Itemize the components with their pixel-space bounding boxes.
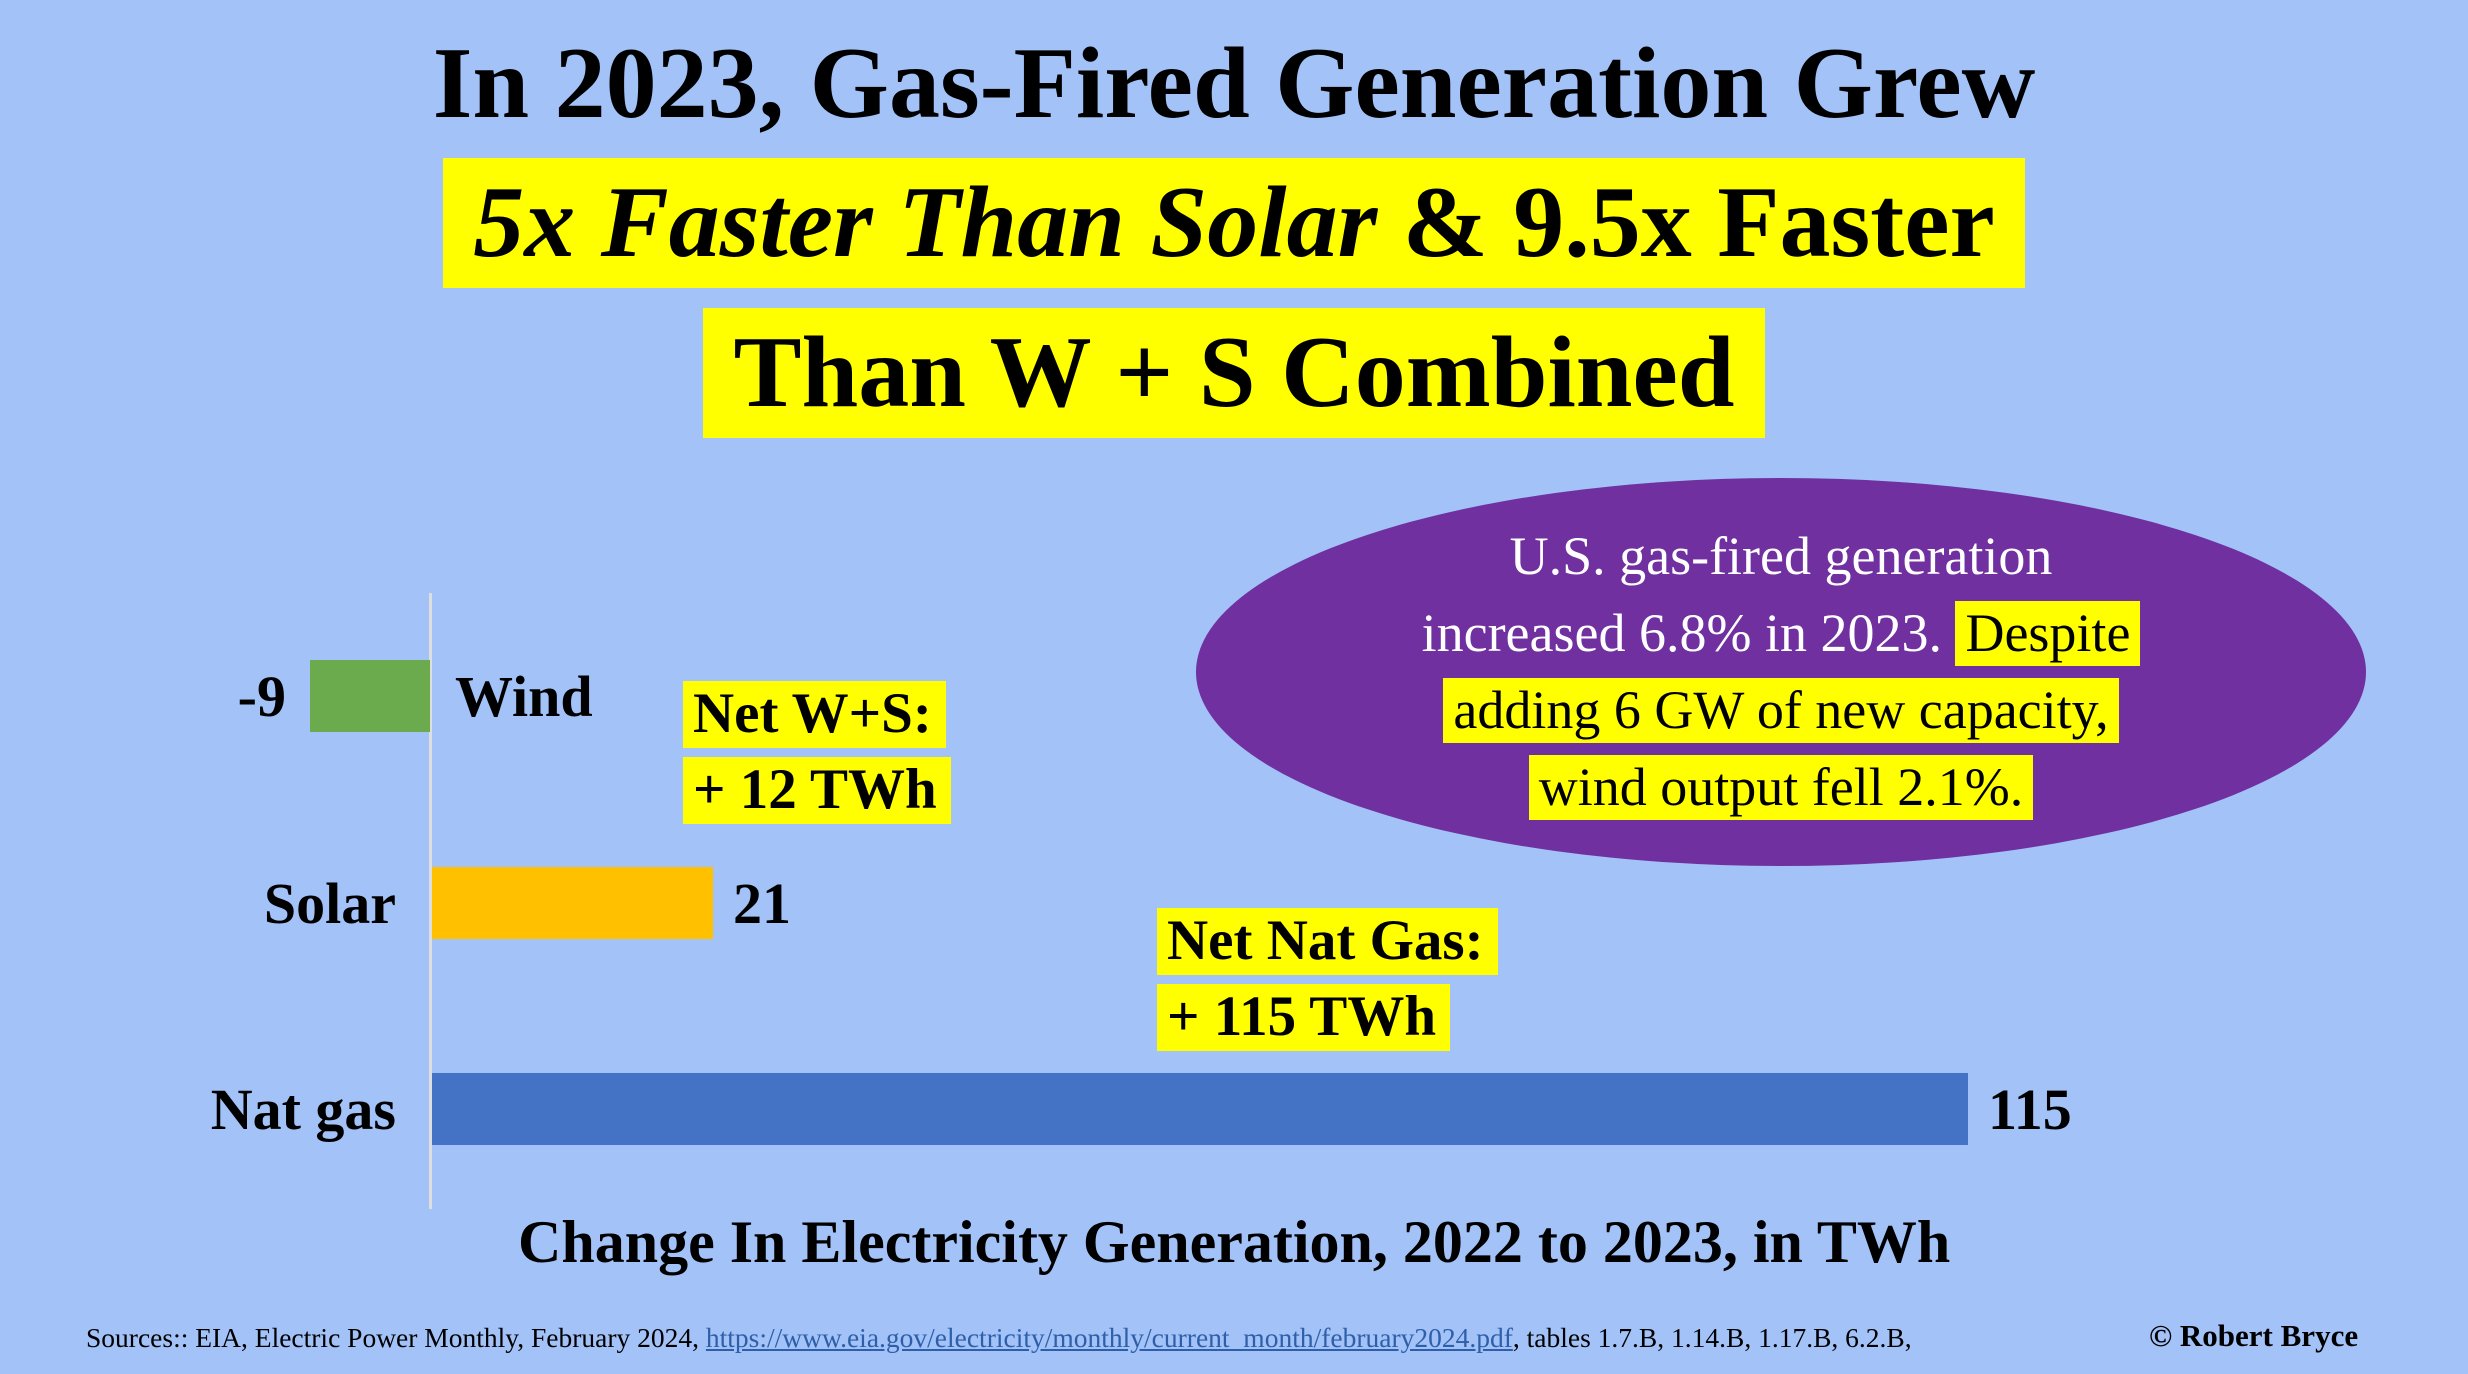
copyright-notice: © Robert Bryce: [2149, 1318, 2359, 1353]
net-wind-solar-note: Net W+S: + 12 TWh: [683, 681, 951, 824]
title-line-2-highlight: 5x Faster Than Solar & 9.5x Faster: [443, 158, 2025, 288]
bar-nat-gas: [432, 1073, 1968, 1145]
sources-prefix: Sources:: EIA, Electric Power Monthly, F…: [86, 1322, 706, 1353]
value-label-nat-gas: 115: [1988, 1076, 2072, 1142]
net-nat-gas-note-line2: + 115 TWh: [1157, 984, 1451, 1051]
net-wind-solar-note-line1: Net W+S:: [683, 681, 946, 748]
sources-link[interactable]: https://www.eia.gov/electricity/monthly/…: [705, 1322, 1513, 1353]
category-label-solar: Solar: [263, 870, 396, 936]
callout-line-2-highlight: Despite: [1955, 601, 2141, 666]
callout-line-4: wind output fell 2.1%.: [1196, 749, 2366, 826]
gas-generation-callout-ellipse: U.S. gas-fired generation increased 6.8%…: [1196, 478, 2366, 866]
callout-line-2: increased 6.8% in 2023. Despite: [1196, 595, 2366, 672]
title-line-2: 5x Faster Than Solar & 9.5x Faster: [0, 155, 2468, 290]
net-wind-solar-note-line2: + 12 TWh: [683, 757, 951, 824]
title-line-3: Than W + S Combined: [0, 305, 2468, 440]
callout-line-1: U.S. gas-fired generation: [1509, 526, 2053, 586]
sources-line: Sources:: EIA, Electric Power Monthly, F…: [86, 1322, 1912, 1354]
bar-wind: [310, 660, 430, 732]
sources-suffix: , tables 1.7.B, 1.14.B, 1.17.B, 6.2.B,: [1512, 1322, 1912, 1353]
category-label-wind: Wind: [455, 663, 593, 729]
category-label-nat-gas: Nat gas: [210, 1076, 396, 1142]
title-line-2-regular-text: & 9.5x Faster: [1377, 166, 1995, 279]
title-line-2-italic-text: 5x Faster Than Solar: [473, 166, 1378, 279]
category-axis-line: [429, 593, 432, 1209]
callout-line-3: adding 6 GW of new capacity,: [1196, 672, 2366, 749]
title-block: In 2023, Gas-Fired Generation Grew 5x Fa…: [0, 16, 2468, 440]
title-line-1: In 2023, Gas-Fired Generation Grew: [432, 27, 2036, 140]
title-line-3-highlight: Than W + S Combined: [703, 308, 1765, 438]
chart-caption: Change In Electricity Generation, 2022 t…: [518, 1209, 1951, 1275]
bar-solar: [432, 867, 713, 939]
value-label-solar: 21: [733, 870, 791, 936]
value-label-wind: -9: [237, 663, 286, 729]
net-nat-gas-note-line1: Net Nat Gas:: [1157, 908, 1498, 975]
callout-line-2-plain: increased 6.8% in 2023.: [1421, 603, 1942, 663]
net-nat-gas-note: Net Nat Gas: + 115 TWh: [1157, 908, 1498, 1051]
